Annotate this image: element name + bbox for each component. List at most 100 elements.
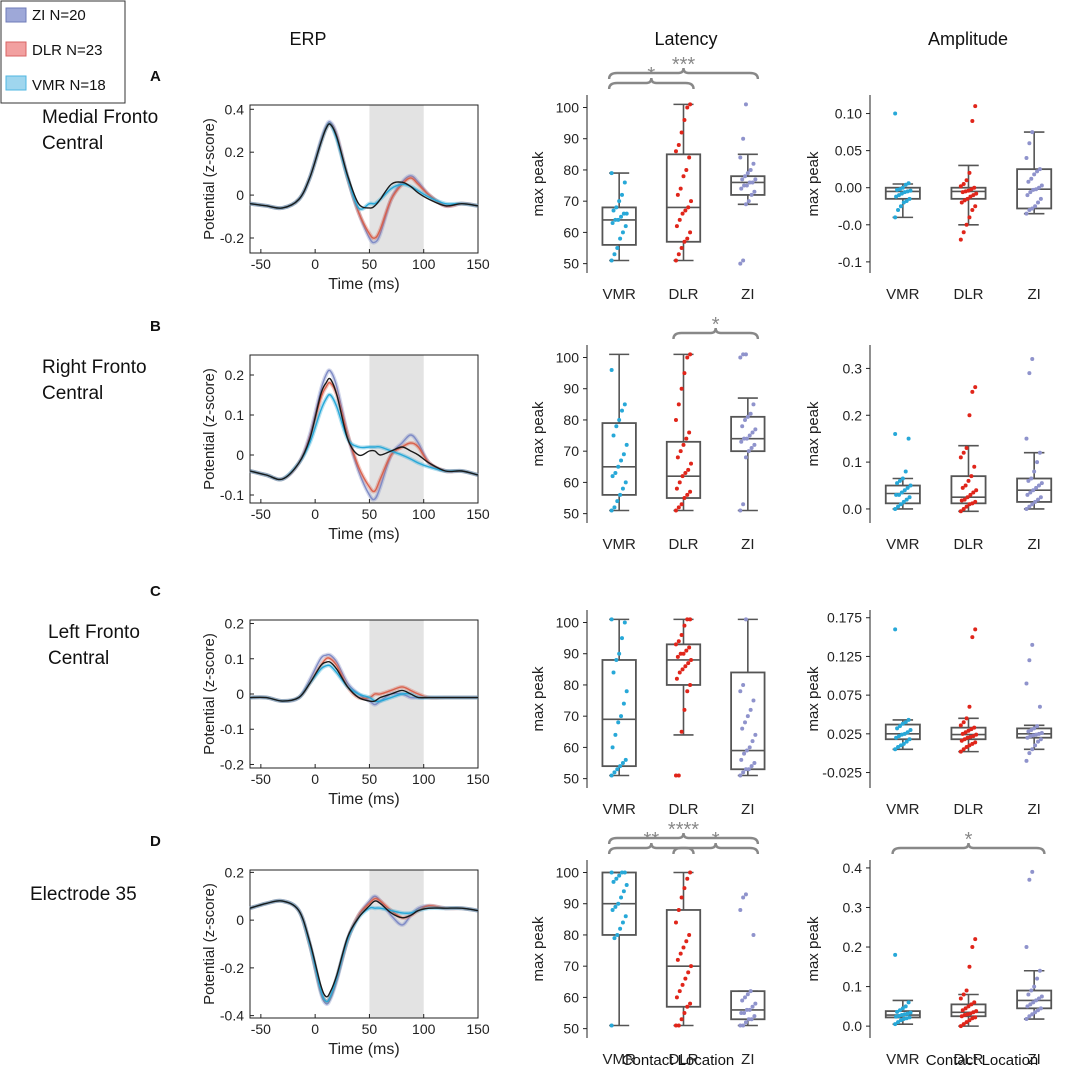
amplitude-point-dlr bbox=[961, 450, 966, 455]
latency-point-dlr bbox=[674, 486, 679, 491]
amplitude-point-vmr bbox=[906, 717, 911, 722]
amplitude-point-zi bbox=[1036, 483, 1041, 488]
erp-y-tick-label: -0.2 bbox=[220, 230, 244, 246]
amplitude-point-zi bbox=[1027, 751, 1032, 756]
latency-y-axis-title: max peak bbox=[530, 666, 547, 732]
latency-point-zi bbox=[739, 1011, 744, 1016]
amplitude-point-dlr bbox=[965, 495, 970, 500]
erp-y-axis-title: Potential (z-score) bbox=[201, 883, 218, 1005]
amplitude-point-dlr bbox=[958, 723, 963, 728]
erp-x-tick-label: 0 bbox=[311, 256, 319, 272]
amplitude-point-vmr bbox=[898, 204, 903, 209]
amplitude-point-zi bbox=[1024, 436, 1029, 441]
latency-point-zi bbox=[750, 180, 755, 185]
latency-point-dlr bbox=[681, 442, 686, 447]
latency-point-vmr bbox=[610, 221, 615, 226]
latency-point-dlr bbox=[685, 492, 690, 497]
erp-x-tick-label: 100 bbox=[412, 771, 436, 787]
amplitude-point-vmr bbox=[893, 215, 898, 220]
latency-point-dlr bbox=[679, 386, 684, 391]
latency-point-zi bbox=[745, 714, 750, 719]
latency-point-zi bbox=[739, 439, 744, 444]
latency-point-vmr bbox=[619, 895, 624, 900]
latency-point-dlr bbox=[675, 192, 680, 197]
latency-point-zi bbox=[744, 183, 749, 188]
latency-point-zi bbox=[741, 502, 746, 507]
amplitude-point-vmr bbox=[893, 952, 898, 957]
amplitude-point-zi bbox=[1036, 185, 1041, 190]
latency-point-dlr bbox=[688, 352, 693, 357]
latency-point-vmr bbox=[612, 770, 617, 775]
amplitude-box-vmr bbox=[884, 723, 921, 741]
latency-point-dlr bbox=[676, 907, 681, 912]
latency-point-vmr bbox=[624, 882, 629, 887]
amplitude-point-vmr bbox=[908, 483, 913, 488]
amplitude-point-dlr bbox=[973, 937, 978, 942]
amplitude-point-vmr bbox=[905, 485, 910, 490]
amplitude-point-zi bbox=[1030, 206, 1035, 211]
latency-point-zi bbox=[751, 932, 756, 937]
latency-category-label: DLR bbox=[668, 286, 698, 303]
amplitude-y-tick-label: 0.4 bbox=[843, 860, 863, 876]
amplitude-point-zi bbox=[1032, 172, 1037, 177]
latency-point-dlr bbox=[685, 876, 690, 881]
amplitude-point-zi bbox=[1032, 726, 1037, 731]
amplitude-point-dlr bbox=[967, 964, 972, 969]
amplitude-point-vmr bbox=[898, 502, 903, 507]
amplitude-point-vmr bbox=[893, 747, 898, 752]
amplitude-point-zi bbox=[1033, 1010, 1038, 1015]
amplitude-point-dlr bbox=[961, 230, 966, 235]
latency-category-label: ZI bbox=[741, 1051, 754, 1068]
amplitude-point-dlr bbox=[963, 483, 968, 488]
amplitude-point-dlr bbox=[972, 464, 977, 469]
amplitude-point-vmr bbox=[897, 478, 902, 483]
latency-point-vmr bbox=[619, 714, 624, 719]
amplitude-point-vmr bbox=[903, 1004, 908, 1009]
amplitude-significance-bracket bbox=[891, 842, 1046, 855]
amplitude-point-zi bbox=[1038, 1006, 1043, 1011]
latency-point-vmr bbox=[611, 670, 616, 675]
amplitude-point-dlr bbox=[964, 988, 969, 993]
latency-point-zi bbox=[743, 174, 748, 179]
amplitude-point-dlr bbox=[973, 627, 978, 632]
latency-category-label: DLR bbox=[668, 1051, 698, 1068]
latency-point-vmr bbox=[614, 876, 619, 881]
amplitude-y-tick-label: 0.175 bbox=[827, 610, 862, 626]
latency-point-vmr bbox=[620, 761, 625, 766]
latency-point-dlr bbox=[687, 932, 692, 937]
erp-x-tick-label: 150 bbox=[466, 506, 490, 522]
amplitude-y-tick-label: -0.025 bbox=[822, 765, 862, 781]
latency-point-dlr bbox=[680, 667, 685, 672]
amplitude-point-zi bbox=[1035, 976, 1040, 981]
erp-axes-frame bbox=[249, 104, 479, 254]
latency-point-dlr bbox=[679, 246, 684, 251]
amplitude-point-dlr bbox=[969, 474, 974, 479]
latency-column-header: Latency bbox=[654, 29, 717, 49]
amplitude-point-vmr bbox=[903, 720, 908, 725]
latency-significance-bracket bbox=[672, 327, 760, 340]
latency-point-dlr bbox=[689, 461, 694, 466]
latency-point-vmr bbox=[611, 879, 616, 884]
latency-box-dlr bbox=[665, 643, 702, 686]
latency-significance-label: * bbox=[712, 314, 720, 336]
amplitude-point-zi bbox=[1027, 504, 1032, 509]
legend: ZI N=20 DLR N=23 VMR N=18 bbox=[0, 0, 126, 104]
latency-point-dlr bbox=[675, 455, 680, 460]
erp-x-tick-label: -50 bbox=[251, 256, 271, 272]
latency-box-vmr bbox=[601, 422, 637, 496]
erp-x-tick-label: 0 bbox=[311, 771, 319, 787]
latency-point-vmr bbox=[621, 701, 626, 706]
erp-line-vmr bbox=[249, 123, 479, 210]
latency-point-vmr bbox=[610, 474, 615, 479]
amplitude-category-label: ZI bbox=[1027, 286, 1040, 303]
latency-point-zi bbox=[745, 992, 750, 997]
amplitude-point-vmr bbox=[895, 481, 900, 486]
latency-point-zi bbox=[747, 433, 752, 438]
amplitude-y-tick-label: 0.025 bbox=[827, 726, 862, 742]
latency-point-zi bbox=[744, 748, 749, 753]
amplitude-point-vmr bbox=[907, 737, 912, 742]
amplitude-point-dlr bbox=[973, 385, 978, 390]
latency-point-vmr bbox=[613, 471, 618, 476]
amplitude-plot: 0.0 0.1 0.2 0.3 0.4 max peak VMR DLR ZI * bbox=[805, 829, 1053, 1068]
latency-y-tick-label: 50 bbox=[563, 256, 579, 272]
